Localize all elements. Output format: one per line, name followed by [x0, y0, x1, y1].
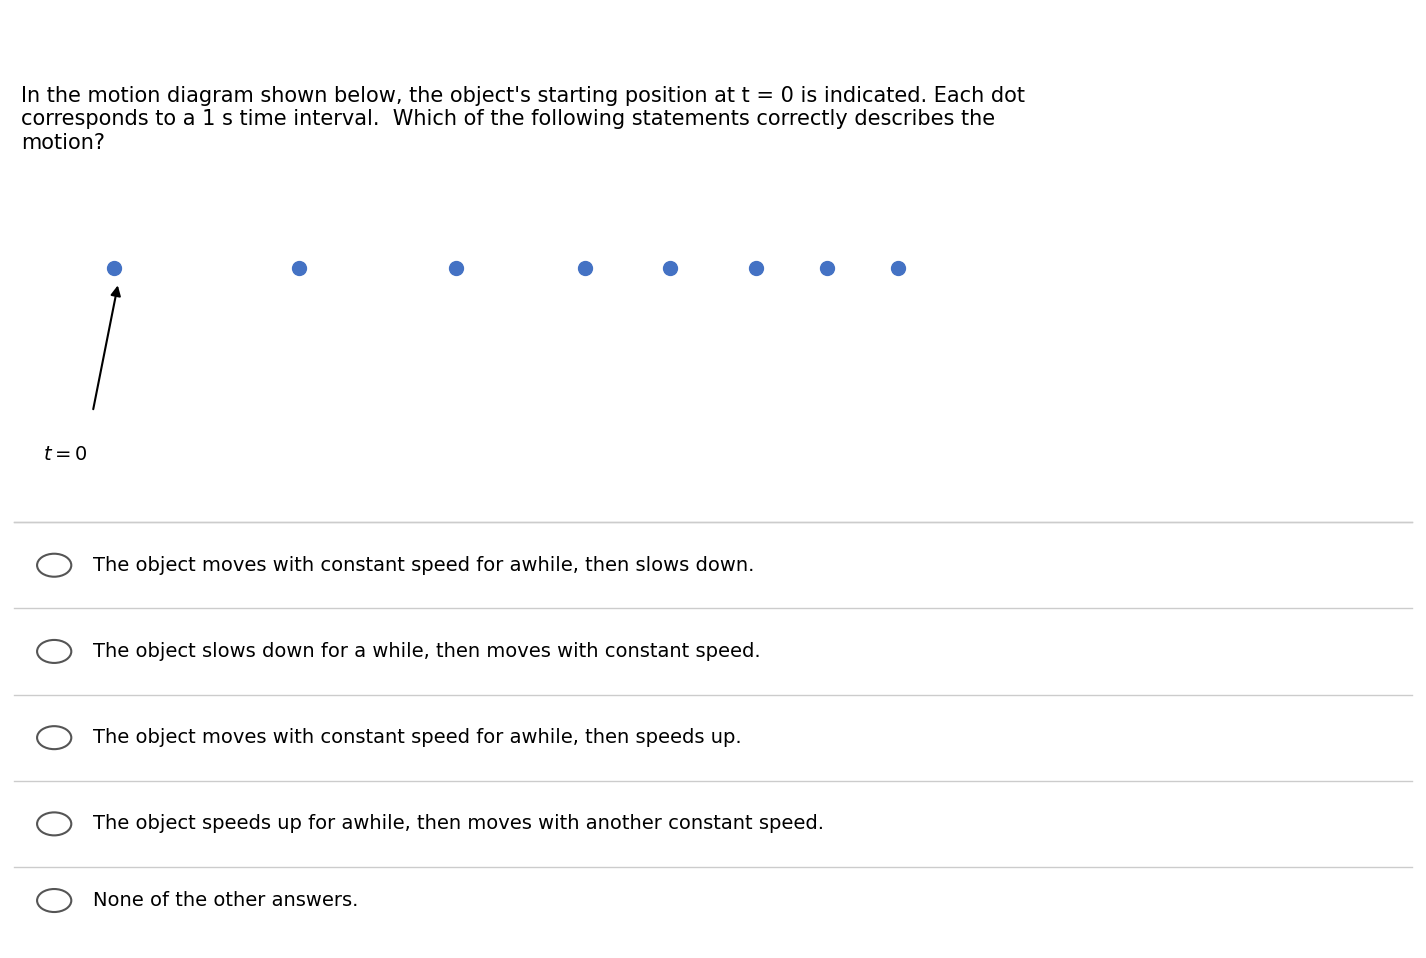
Text: None of the other answers.: None of the other answers. — [93, 891, 358, 910]
Text: The object moves with constant speed for awhile, then speeds up.: The object moves with constant speed for… — [93, 728, 742, 747]
Text: The object speeds up for awhile, then moves with another constant speed.: The object speeds up for awhile, then mo… — [93, 814, 824, 833]
Text: The object moves with constant speed for awhile, then slows down.: The object moves with constant speed for… — [93, 556, 754, 575]
Text: $t = 0$: $t = 0$ — [43, 445, 87, 465]
Text: In the motion diagram shown below, the object's starting position at t = 0 is in: In the motion diagram shown below, the o… — [21, 86, 1025, 152]
Text: The object slows down for a while, then moves with constant speed.: The object slows down for a while, then … — [93, 642, 760, 661]
